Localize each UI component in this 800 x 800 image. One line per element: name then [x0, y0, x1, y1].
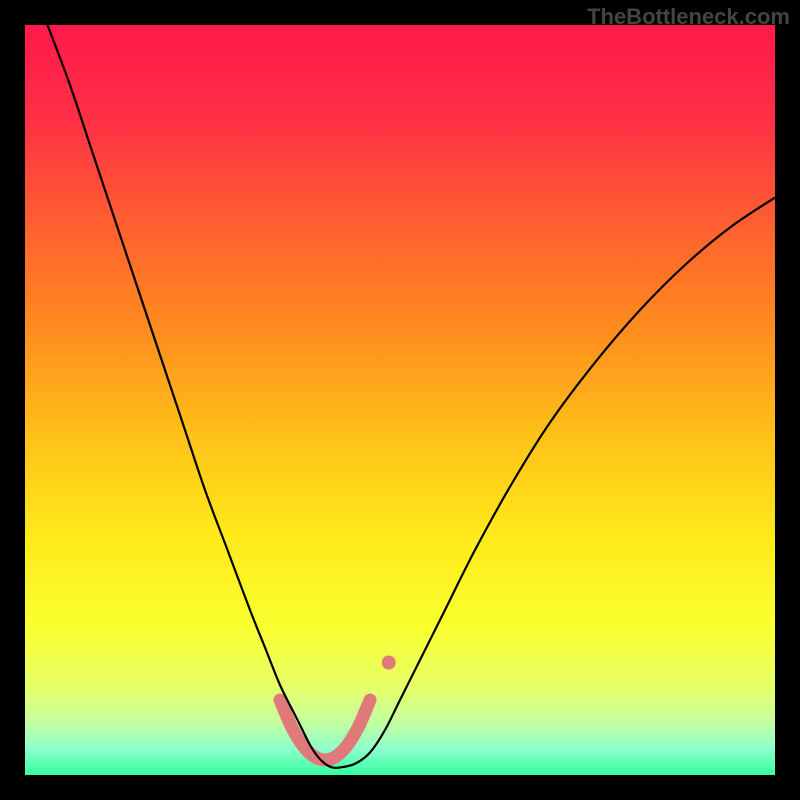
marker-end-dot [382, 656, 396, 670]
plot-background [25, 25, 775, 775]
chart-container: TheBottleneck.com [0, 0, 800, 800]
watermark-text: TheBottleneck.com [587, 4, 790, 30]
bottleneck-chart [0, 0, 800, 800]
